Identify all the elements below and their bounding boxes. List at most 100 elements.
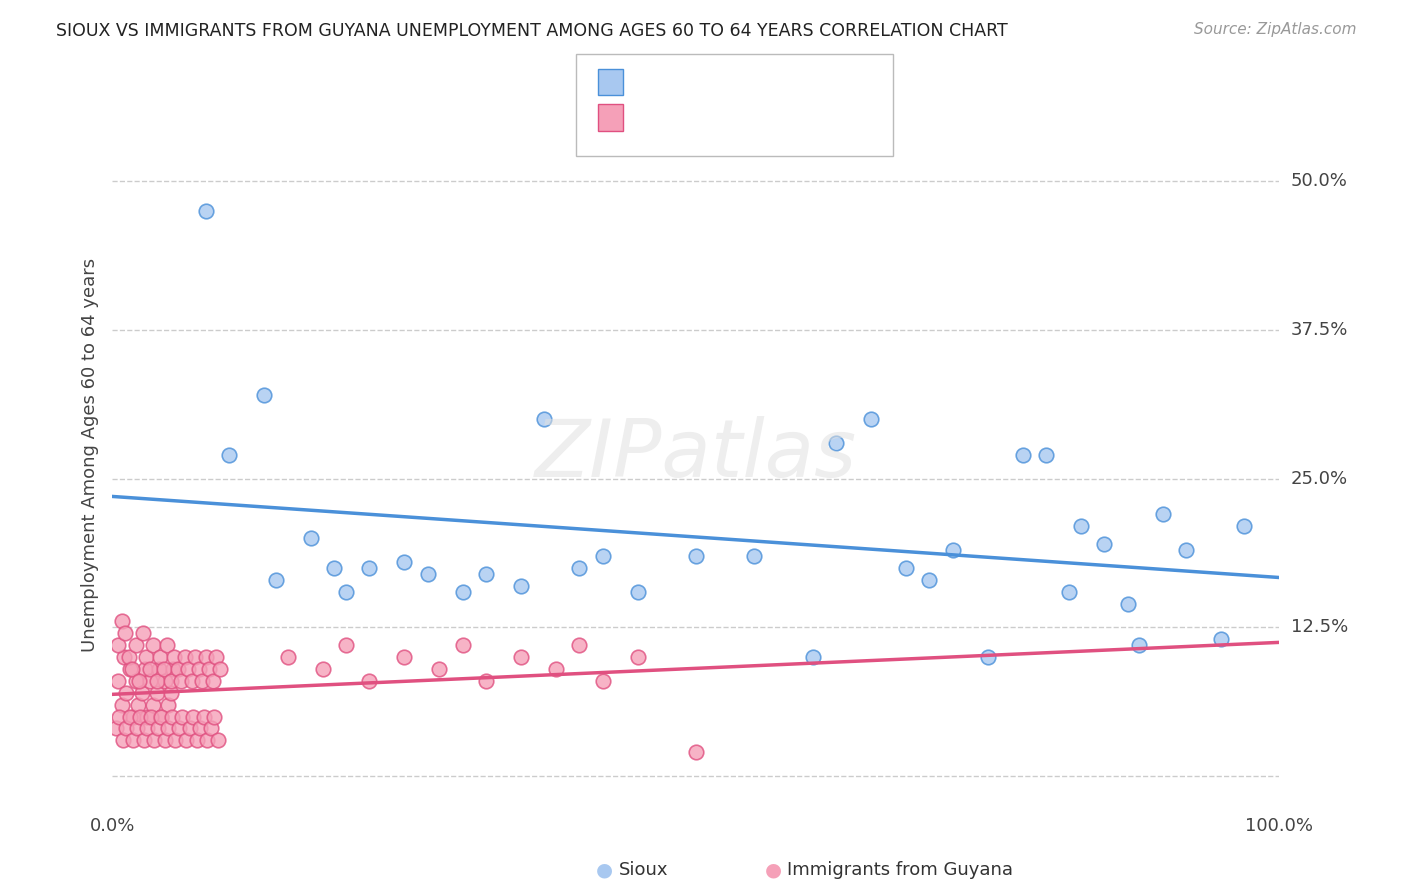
Point bbox=[139, 662, 162, 676]
Point bbox=[111, 698, 134, 712]
Point bbox=[860, 412, 883, 426]
Point bbox=[127, 698, 149, 712]
Text: Immigrants from Guyana: Immigrants from Guyana bbox=[787, 861, 1014, 879]
Point bbox=[174, 733, 197, 747]
Point bbox=[115, 722, 138, 736]
Text: 25.0%: 25.0% bbox=[1291, 470, 1348, 488]
Point bbox=[1116, 597, 1139, 611]
Point bbox=[157, 722, 180, 736]
Point bbox=[187, 662, 209, 676]
Point bbox=[142, 698, 165, 712]
Text: R =: R = bbox=[634, 71, 671, 89]
Point bbox=[451, 638, 474, 652]
Point bbox=[139, 673, 162, 688]
Point bbox=[253, 388, 276, 402]
Text: SIOUX VS IMMIGRANTS FROM GUYANA UNEMPLOYMENT AMONG AGES 60 TO 64 YEARS CORRELATI: SIOUX VS IMMIGRANTS FROM GUYANA UNEMPLOY… bbox=[56, 22, 1008, 40]
Point bbox=[132, 733, 155, 747]
Point bbox=[323, 561, 346, 575]
Text: 0.277: 0.277 bbox=[676, 71, 728, 89]
Text: 12.5%: 12.5% bbox=[1291, 618, 1348, 636]
Point bbox=[118, 709, 141, 723]
Point bbox=[825, 436, 848, 450]
Point bbox=[163, 650, 186, 665]
Point bbox=[533, 412, 555, 426]
Point bbox=[177, 662, 200, 676]
Point bbox=[1209, 632, 1232, 647]
Point bbox=[976, 650, 998, 665]
Point bbox=[311, 662, 333, 676]
Point bbox=[136, 722, 159, 736]
Point bbox=[394, 650, 416, 665]
Point bbox=[139, 709, 162, 723]
Text: Source: ZipAtlas.com: Source: ZipAtlas.com bbox=[1194, 22, 1357, 37]
Point bbox=[1035, 448, 1057, 462]
Point bbox=[160, 709, 183, 723]
Point bbox=[416, 566, 439, 581]
Point bbox=[148, 662, 170, 676]
Point bbox=[1059, 584, 1081, 599]
Point bbox=[201, 673, 224, 688]
Point bbox=[1011, 448, 1033, 462]
Point bbox=[107, 638, 129, 652]
Point bbox=[125, 638, 148, 652]
Point bbox=[894, 561, 917, 575]
Point bbox=[156, 638, 179, 652]
Point bbox=[108, 709, 131, 723]
Point bbox=[335, 584, 357, 599]
Point bbox=[744, 549, 766, 563]
Point bbox=[592, 673, 614, 688]
Point bbox=[685, 549, 707, 563]
Point bbox=[111, 615, 134, 629]
Point bbox=[394, 555, 416, 569]
Point bbox=[180, 673, 202, 688]
Point bbox=[153, 673, 176, 688]
Point bbox=[173, 650, 195, 665]
Point bbox=[115, 686, 138, 700]
Text: N =: N = bbox=[740, 107, 787, 125]
Point bbox=[335, 638, 357, 652]
Text: ZIPatlas: ZIPatlas bbox=[534, 416, 858, 494]
Point bbox=[568, 638, 591, 652]
Point bbox=[568, 561, 591, 575]
Point bbox=[165, 733, 187, 747]
Point bbox=[146, 686, 169, 700]
Text: N =: N = bbox=[740, 71, 787, 89]
Point bbox=[104, 722, 127, 736]
Point bbox=[125, 673, 148, 688]
Point bbox=[188, 722, 211, 736]
Point bbox=[218, 448, 240, 462]
Point bbox=[191, 673, 214, 688]
Point bbox=[142, 638, 165, 652]
Point bbox=[509, 579, 531, 593]
Point bbox=[942, 543, 965, 558]
Point bbox=[181, 709, 204, 723]
Point bbox=[475, 673, 498, 688]
Point bbox=[627, 584, 650, 599]
Point bbox=[359, 673, 381, 688]
Point bbox=[208, 662, 231, 676]
Point bbox=[134, 662, 156, 676]
Point bbox=[1152, 508, 1174, 522]
Point bbox=[167, 722, 190, 736]
Point bbox=[107, 673, 129, 688]
Point bbox=[207, 733, 229, 747]
Point bbox=[150, 709, 173, 723]
Point bbox=[592, 549, 614, 563]
Point bbox=[509, 650, 531, 665]
Point bbox=[146, 722, 169, 736]
Point bbox=[194, 650, 217, 665]
Point bbox=[132, 626, 155, 640]
Point bbox=[125, 722, 148, 736]
Point bbox=[544, 662, 567, 676]
Point bbox=[131, 686, 153, 700]
Text: 37.5%: 37.5% bbox=[1291, 321, 1348, 339]
Point bbox=[276, 650, 298, 665]
Point bbox=[359, 561, 381, 575]
Text: R =: R = bbox=[634, 107, 671, 125]
Point bbox=[195, 733, 218, 747]
Point bbox=[112, 650, 135, 665]
Point bbox=[451, 584, 474, 599]
Text: 37: 37 bbox=[803, 71, 824, 89]
Point bbox=[136, 709, 159, 723]
Point bbox=[202, 709, 225, 723]
